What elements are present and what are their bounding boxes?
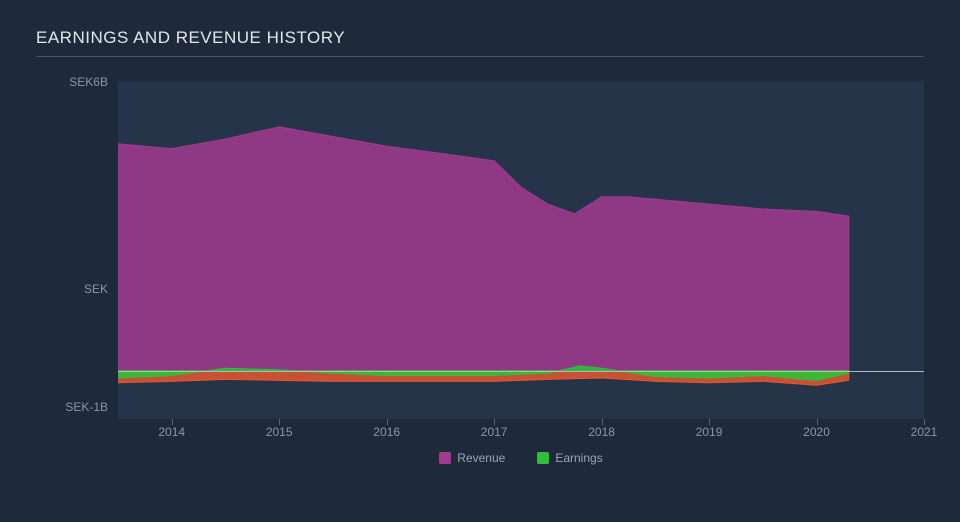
x-tick-label: 2020 (803, 425, 830, 439)
chart-svg (118, 81, 924, 419)
x-tick-label: 2016 (373, 425, 400, 439)
x-tick-label: 2018 (588, 425, 615, 439)
legend-item-revenue: Revenue (439, 451, 505, 465)
legend-label-revenue: Revenue (457, 451, 505, 465)
x-tick-label: 2019 (696, 425, 723, 439)
x-axis: 20142015201620172018201920202021 (118, 425, 924, 445)
x-tick-label: 2015 (266, 425, 293, 439)
legend-label-earnings: Earnings (555, 451, 602, 465)
chart-container: SEK6B SEK SEK-1B 2014 2015 2016 2017 2018 201… (36, 75, 924, 465)
legend-swatch-revenue (439, 452, 451, 464)
x-tick-label: 2021 (911, 425, 938, 439)
y-axis-label-mid: SEK (36, 282, 108, 296)
y-axis-label-bottom: SEK-1B (36, 400, 108, 414)
x-tick-label: 2017 (481, 425, 508, 439)
legend: Revenue Earnings (118, 451, 924, 465)
x-tick-label: 2014 (158, 425, 185, 439)
legend-swatch-earnings (537, 452, 549, 464)
y-axis-label-top: SEK6B (36, 75, 108, 89)
chart-title: EARNINGS AND REVENUE HISTORY (36, 28, 924, 57)
plot-area (118, 81, 924, 419)
legend-item-earnings: Earnings (537, 451, 602, 465)
zero-line (118, 371, 924, 372)
series-revenue (118, 127, 849, 371)
